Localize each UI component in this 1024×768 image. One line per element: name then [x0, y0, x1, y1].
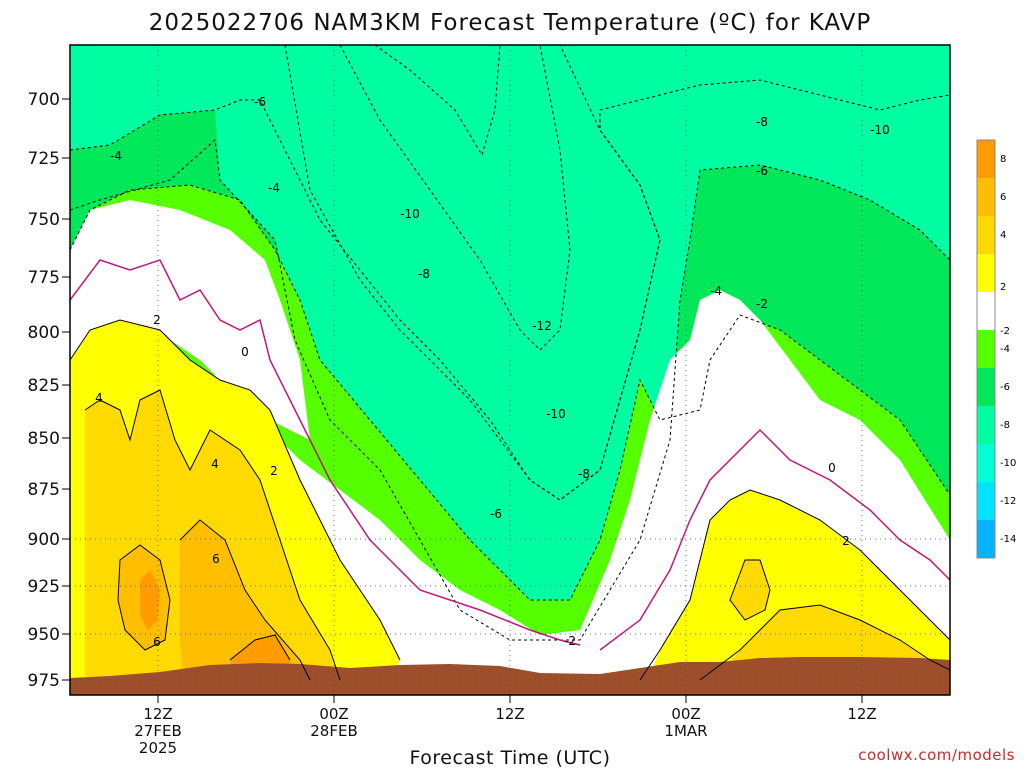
y-tick-label: 800 [28, 323, 60, 343]
colorbar-frame [976, 139, 996, 559]
contour-label: -12 [532, 319, 552, 333]
contour-label: 2 [153, 313, 161, 327]
y-tick-label: 875 [28, 480, 60, 500]
colorbar-label: -8 [1000, 420, 1010, 431]
freezing-line [70, 259, 950, 651]
credit-text: coolwx.com/models [858, 746, 1015, 764]
contour-label: -10 [870, 123, 890, 137]
contour-label: 0 [241, 345, 249, 359]
contour-4-right-b [729, 559, 771, 621]
chart-title: 2025022706 NAM3KM Forecast Temperature (… [149, 10, 872, 36]
x-tick-label: 27FEB [134, 722, 181, 740]
colorbar-swatch [977, 216, 995, 254]
contour-label: -4 [110, 149, 122, 163]
x-tick-label: 12Z [847, 705, 876, 723]
contour-label: -8 [418, 267, 430, 281]
colorbar: 8 6 4 2 -2 -4 -6 -8 -10 -12 -14 [976, 139, 1016, 559]
colorbar-label: 8 [1000, 154, 1006, 165]
band-4-to-6-right [730, 560, 770, 620]
x-tick-label: 12Z [495, 705, 524, 723]
contour-label: -2 [564, 634, 576, 648]
dashed-contours [70, 45, 950, 641]
contour-label: -4 [710, 284, 722, 298]
contour-6-left-b [179, 519, 311, 681]
y-tick-label: 725 [28, 149, 60, 169]
x-tick-label: 12Z [143, 705, 172, 723]
y-tick-label: 950 [28, 625, 60, 645]
x-tick-label: 00Z [319, 705, 348, 723]
colorbar-label: -10 [1000, 458, 1016, 469]
y-tick-label: 700 [28, 90, 60, 110]
colorbar-label: 2 [1000, 282, 1006, 293]
colorbar-swatch [977, 292, 995, 330]
x-tick-label: 00Z [671, 705, 700, 723]
y-axis: 700 725 750 775 800 825 850 875 900 925 950 975 [28, 90, 70, 691]
x-tick-label: 2025 [139, 739, 177, 757]
contour-label: 2 [842, 534, 850, 548]
contour-label: -2 [756, 297, 768, 311]
contour-2-left [70, 319, 401, 661]
contour-label: 4 [211, 457, 219, 471]
colorbar-swatch [977, 330, 995, 368]
colorbar-label: -14 [1000, 534, 1016, 545]
contour-8-left [229, 634, 291, 661]
contour-label: 2 [270, 464, 278, 478]
colorbar-swatch [977, 254, 995, 292]
contour-label: 0 [828, 461, 836, 475]
colorbar-swatch [977, 520, 995, 558]
contour-label: -10 [400, 207, 420, 221]
y-tick-label: 850 [28, 429, 60, 449]
band-8-left-b [140, 570, 160, 630]
colorbar-swatch [977, 178, 995, 216]
contour-4-right [699, 604, 950, 681]
x-tick-label: 28FEB [310, 722, 357, 740]
plot-area [70, 45, 950, 695]
colorbar-swatch [977, 140, 995, 178]
grid-lines [70, 45, 950, 695]
contour-label: 6 [212, 552, 220, 566]
freezing-line-left [70, 259, 581, 646]
contour-minus6 [70, 184, 950, 601]
x-axis-label: Forecast Time (UTC) [410, 747, 611, 768]
colorbar-label: -4 [1000, 344, 1010, 355]
contour-minus12 [284, 45, 661, 501]
colorbar-label: 6 [1000, 192, 1006, 203]
band-0-to-minus2-left-top [70, 200, 310, 440]
colorbar-label: -2 [1000, 326, 1010, 337]
band-minus4-to-minus6 [70, 110, 950, 640]
contour-4-left [84, 389, 341, 681]
colorbar-label: 4 [1000, 230, 1006, 241]
contour-label: -6 [756, 164, 768, 178]
contour-2-right [639, 489, 950, 681]
y-tick-label: 975 [28, 671, 60, 691]
colorbar-swatch [977, 482, 995, 520]
solid-contours [70, 319, 950, 681]
contour-label: 4 [95, 391, 103, 405]
y-tick-label: 775 [28, 268, 60, 288]
freezing-line-right [599, 428, 950, 651]
contour-label: -6 [254, 95, 266, 109]
y-tick-label: 925 [28, 577, 60, 597]
contour-label: -8 [578, 467, 590, 481]
y-tick-label: 900 [28, 530, 60, 550]
x-tick-label: 1MAR [664, 722, 707, 740]
contour-label: -4 [268, 181, 280, 195]
y-tick-label: 750 [28, 210, 60, 230]
contour-minus10 [70, 79, 950, 501]
y-tick-label: 825 [28, 376, 60, 396]
contour-label: 6 [153, 635, 161, 649]
contour-minus14 [339, 45, 571, 351]
contour-label: -6 [490, 507, 502, 521]
contour-label: -8 [756, 115, 768, 129]
colorbar-swatch [977, 444, 995, 482]
colorbar-label: -12 [1000, 496, 1016, 507]
contour-labels: -4 -6 -4 0 2 4 4 2 6 6 -10 -8 -12 -10 -8 -6 -2 -8 -6 -10 -4 -… [95, 95, 890, 649]
colorbar-swatch [977, 368, 995, 406]
colorbar-swatch [977, 406, 995, 444]
colorbar-label: -6 [1000, 382, 1010, 393]
contour-label: -10 [546, 407, 566, 421]
contour-6-left-a [117, 544, 171, 651]
